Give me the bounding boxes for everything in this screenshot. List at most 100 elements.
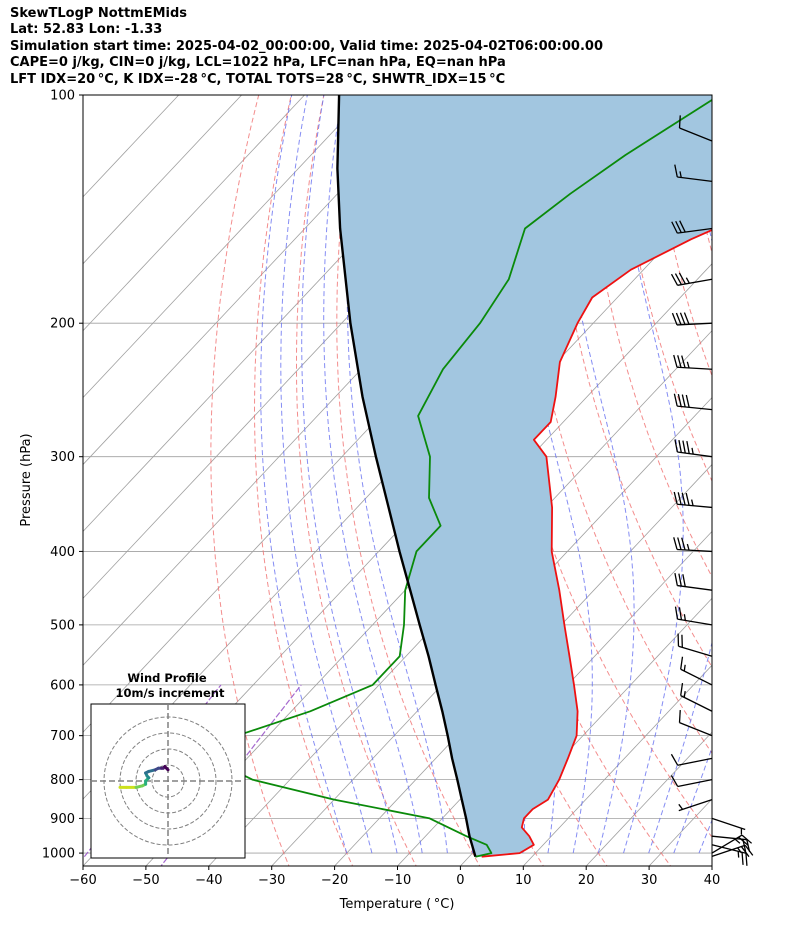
- barb-half-flag: [685, 277, 690, 284]
- moist-adiabat-line: [280, 95, 373, 854]
- barb-staff: [678, 645, 713, 657]
- isotherm-line: [208, 330, 712, 866]
- x-tick-label: 0: [456, 873, 464, 888]
- barb-flag: [746, 839, 751, 853]
- chart-header: SkewTLogP NottmEMids Lat: 52.83 Lon: -1.…: [10, 6, 780, 88]
- y-tick-label: 300: [50, 450, 75, 465]
- barb-flag: [679, 220, 686, 233]
- barb-half-flag: [678, 803, 684, 810]
- barb-flag: [673, 537, 678, 550]
- chart-title: SkewTLogP NottmEMids: [10, 6, 188, 21]
- x-tick-label: −10: [384, 873, 411, 888]
- barb-half-flag: [683, 664, 686, 672]
- wind-barb: [674, 439, 713, 458]
- dry-adiabat-line: [551, 95, 712, 668]
- barb-flag: [670, 273, 679, 286]
- x-tick-label: 40: [704, 873, 721, 888]
- wind-barb: [677, 633, 713, 657]
- wind-barb: [670, 753, 713, 766]
- moist-adiabat-line: [698, 818, 712, 854]
- isotherm-line: [83, 95, 431, 466]
- barb-staff: [677, 548, 713, 553]
- isotherm-line: [83, 95, 305, 332]
- barb-staff: [677, 618, 713, 626]
- inset-subtitle: 10m/s increment: [116, 686, 225, 700]
- wind-barb: [673, 354, 713, 370]
- barb-flag: [683, 312, 690, 325]
- barb-flag: [678, 272, 686, 285]
- parcel-line: [336, 95, 477, 858]
- barb-half-flag: [686, 543, 690, 551]
- barb-staff: [677, 176, 713, 183]
- isotherm-line: [83, 95, 368, 399]
- moist-adiabat-line: [346, 95, 448, 854]
- barb-staff: [677, 227, 713, 234]
- barb-half-flag: [691, 447, 694, 455]
- y-tick-label: 200: [50, 317, 75, 332]
- x-tick-label: −20: [321, 873, 348, 888]
- barb-flag: [681, 394, 686, 408]
- barb-staff: [677, 451, 713, 458]
- barb-flag: [673, 491, 678, 505]
- y-tick-label: 800: [50, 773, 75, 788]
- barb-flag: [674, 164, 678, 178]
- barb-flag: [674, 573, 678, 586]
- temperature-line: [481, 228, 712, 858]
- wind-barb: [680, 682, 713, 712]
- barb-staff: [677, 757, 713, 766]
- barb-staff: [677, 405, 713, 411]
- barb-flag: [686, 441, 690, 454]
- x-tick-label: 10: [515, 873, 532, 888]
- wind-profile-inset: Wind Profile 10m/s increment: [90, 671, 246, 859]
- isotherm-line: [271, 397, 712, 866]
- y-tick-label: 400: [50, 545, 75, 560]
- x-tick-label: −30: [258, 873, 285, 888]
- barb-flag: [678, 573, 682, 587]
- barb-staff: [677, 278, 713, 286]
- isotherm-line: [711, 865, 712, 866]
- barb-half-flag: [679, 171, 682, 178]
- wind-barb: [711, 844, 748, 866]
- wind-barb: [678, 115, 713, 142]
- y-tick-label: 500: [50, 618, 75, 633]
- moist-adiabat-line: [724, 95, 794, 853]
- dry-adiabat-line: [715, 95, 794, 869]
- x-tick-label: −40: [195, 873, 222, 888]
- time-line: Simulation start time: 2025-04-02_00:00:…: [10, 38, 603, 54]
- isotherm-line: [83, 95, 242, 265]
- wind-barb: [670, 775, 713, 788]
- moist-adiabat-line: [673, 746, 712, 854]
- wind-barb: [678, 709, 713, 737]
- barb-flag: [682, 574, 686, 587]
- barb-flag: [741, 852, 744, 865]
- barb-flag: [681, 492, 686, 506]
- barb-flag: [682, 440, 686, 454]
- barb-flag: [670, 775, 679, 787]
- wind-barb: [673, 393, 713, 411]
- dry-adiabat-line: [210, 95, 290, 866]
- barb-flag: [674, 606, 679, 620]
- wind-barb: [674, 606, 713, 626]
- barb-flag: [742, 839, 747, 852]
- barb-half-flag: [690, 499, 694, 506]
- barb-flag: [677, 537, 682, 550]
- barb-flag: [675, 220, 682, 233]
- barb-half-flag: [734, 838, 741, 844]
- barb-staff: [677, 584, 713, 591]
- barb-flag: [678, 439, 682, 453]
- barb-staff: [678, 798, 713, 812]
- barb-flag: [675, 312, 682, 325]
- dry-adiabat-line: [296, 95, 417, 866]
- barb-flag: [685, 492, 690, 506]
- barb-half-flag: [683, 691, 686, 698]
- barb-flag: [671, 221, 678, 234]
- barb-flag: [680, 656, 684, 670]
- barb-flag: [674, 273, 683, 285]
- dry-adiabat-line: [484, 95, 712, 838]
- dry-adiabat-line: [336, 95, 481, 866]
- profile-lines: [181, 95, 712, 858]
- wind-barb: [671, 312, 713, 326]
- barb-half-flag: [683, 614, 687, 621]
- x-axis-ticks: −60 −50 −40 −30 −20 −10 0 10 20 30 40: [69, 866, 720, 888]
